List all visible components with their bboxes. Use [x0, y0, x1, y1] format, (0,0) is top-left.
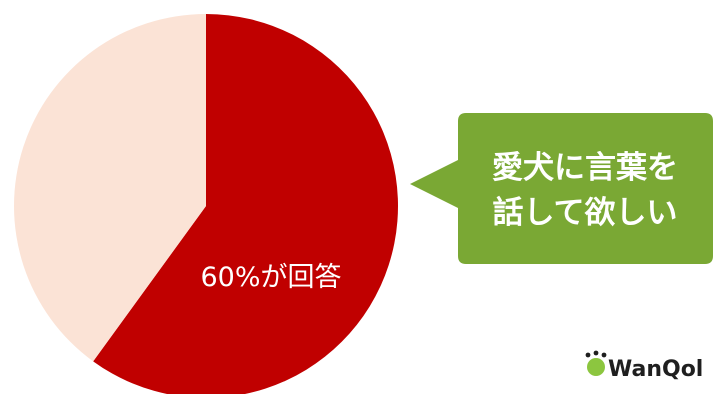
pie-slice-1	[13, 14, 206, 362]
speech-bubble-shape	[410, 113, 713, 264]
pie-slice-0-label: 60%が回答	[200, 262, 341, 293]
brand-logo: WanQol	[585, 350, 703, 382]
pie-slice-0	[93, 14, 398, 394]
callout-line-1: 愛犬に言葉を	[492, 150, 678, 186]
callout-line-2: 話して欲しい	[492, 195, 677, 231]
paw-icon	[585, 350, 607, 376]
pie-chart: 60%が回答	[13, 14, 398, 394]
speech-bubble: 愛犬に言葉を 話して欲しい	[410, 113, 713, 264]
brand-name: WanQol	[608, 357, 703, 382]
